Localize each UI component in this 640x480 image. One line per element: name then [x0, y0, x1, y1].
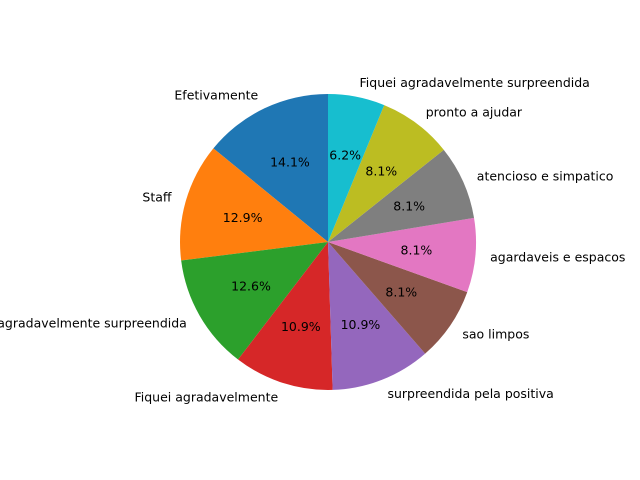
slice-percent-label: 10.9% — [341, 317, 381, 332]
pie-slice — [328, 242, 426, 390]
slice-label: Fiquei agradavelmente — [134, 389, 278, 404]
slice-label: agardaveis e espacos — [490, 249, 625, 264]
slice-percent-label: 10.9% — [281, 319, 321, 334]
slice-label: Staff — [142, 190, 171, 205]
pie-slice — [328, 149, 475, 242]
slice-percent-label: 8.1% — [393, 198, 425, 213]
pie-slice — [328, 217, 476, 293]
pie-slice — [181, 242, 328, 360]
slice-percent-label: 6.2% — [329, 147, 361, 162]
pie-slices — [180, 94, 476, 391]
slice-label: sao limpos — [462, 326, 529, 341]
slice-label: atencioso e simpatico — [477, 168, 614, 183]
slice-label: agradavelmente surpreendida — [0, 316, 187, 331]
slice-label: pronto a ajudar — [426, 104, 523, 119]
slice-percent-label: 8.1% — [365, 163, 397, 178]
pie-slice — [213, 94, 328, 242]
pie-slice — [328, 242, 468, 354]
slice-percent-label: 12.9% — [223, 210, 263, 225]
slice-label: surpreendida pela positiva — [387, 386, 553, 401]
slice-percent-label: 14.1% — [270, 154, 310, 169]
pie-slice — [328, 105, 444, 242]
pie-slice — [180, 148, 328, 261]
pie-slice — [328, 94, 385, 242]
slice-label: Efetivamente — [174, 87, 258, 102]
slice-label: Fiquei agradavelmente surpreendida — [360, 75, 590, 90]
slice-percent-label: 8.1% — [401, 243, 433, 258]
pie-slice — [238, 242, 333, 391]
pie-labels: Efetivamente 14.1% Staff 12.9% agradavelment… — [0, 75, 625, 405]
slice-percent-label: 8.1% — [385, 285, 417, 300]
slice-percent-label: 12.6% — [231, 279, 271, 294]
